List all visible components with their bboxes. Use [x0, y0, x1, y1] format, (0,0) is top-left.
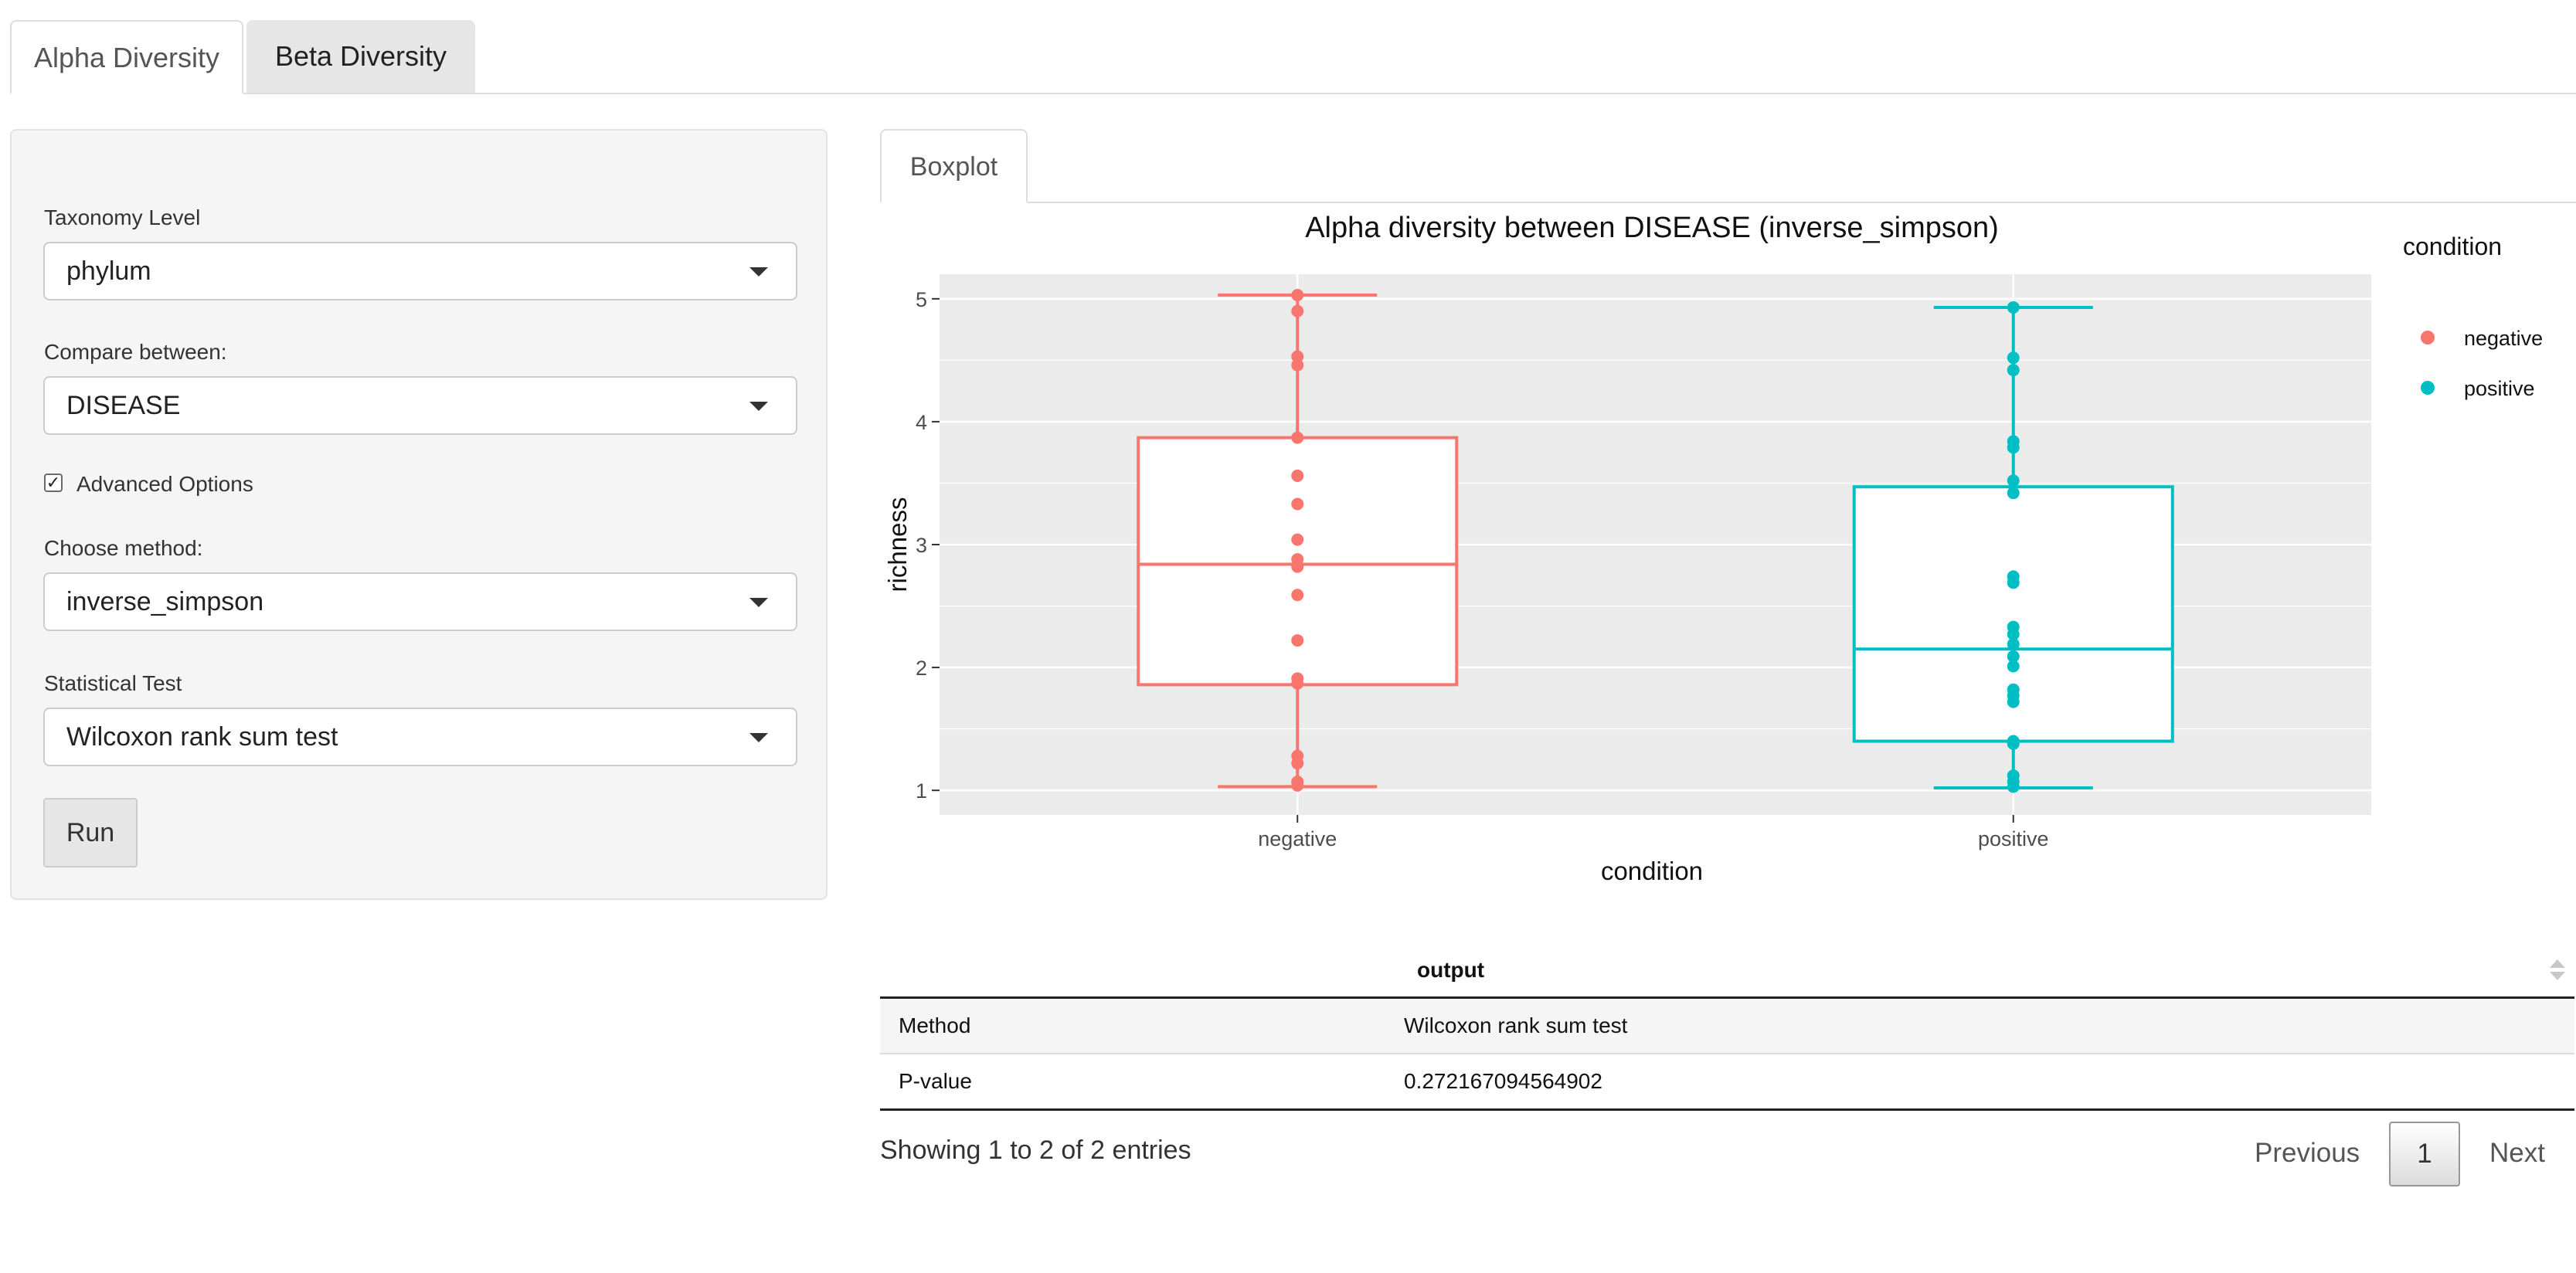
data-point: [2007, 487, 2020, 500]
choose-method-select[interactable]: inverse_simpson: [43, 572, 797, 631]
data-point: [1291, 304, 1304, 317]
x-axis-title: condition: [1601, 857, 1703, 885]
y-tick-label: 4: [916, 411, 927, 434]
advanced-options-label: Advanced Options: [76, 472, 253, 496]
legend: negative positive: [2421, 327, 2543, 400]
taxonomy-level-label: Taxonomy Level: [44, 205, 201, 229]
data-point: [1291, 358, 1304, 372]
data-point: [2007, 441, 2020, 454]
pagination-next[interactable]: Next: [2489, 1138, 2545, 1168]
choose-method-label: Choose method:: [44, 536, 203, 560]
statistical-test-value: Wilcoxon rank sum test: [66, 722, 338, 752]
y-tick-label: 3: [916, 534, 927, 557]
tab-boxplot[interactable]: Boxplot: [880, 129, 1028, 203]
data-point: [1291, 779, 1304, 792]
data-point: [1291, 560, 1304, 573]
data-point: [2007, 737, 2020, 750]
data-point: [1291, 350, 1304, 363]
row-key: Method: [899, 1013, 971, 1037]
data-point: [1291, 634, 1304, 647]
pagination-previous[interactable]: Previous: [2255, 1138, 2360, 1168]
options-panel: Taxonomy Level phylum Compare between: D…: [10, 129, 828, 900]
taxonomy-level-value: phylum: [66, 256, 151, 286]
data-point: [1291, 289, 1304, 302]
data-point: [2007, 650, 2020, 663]
legend-label-negative: negative: [2464, 327, 2543, 350]
sort-icon[interactable]: [2550, 959, 2565, 983]
legend-key-positive: [2421, 381, 2435, 395]
table-row: Method Wilcoxon rank sum test: [880, 999, 2574, 1054]
x-tick-label: positive: [1978, 827, 2049, 850]
compare-between-select[interactable]: DISEASE: [43, 376, 797, 435]
data-point: [2007, 474, 2020, 487]
data-point: [2007, 576, 2020, 589]
compare-between-value: DISEASE: [66, 391, 181, 420]
data-point: [1291, 497, 1304, 511]
data-point: [2007, 628, 2020, 641]
taxonomy-level-select[interactable]: phylum: [43, 242, 797, 300]
data-point: [1291, 677, 1304, 690]
axes: 1 2 3 4 5 negative positive: [916, 288, 2049, 850]
data-point: [1291, 589, 1304, 602]
y-tick-label: 5: [916, 288, 927, 311]
data-point: [2007, 351, 2020, 365]
run-button[interactable]: Run: [43, 798, 138, 867]
y-tick-label: 2: [916, 657, 927, 680]
chevron-down-icon: [749, 402, 768, 411]
y-axis-title: richness: [883, 497, 912, 592]
row-key: P-value: [899, 1069, 972, 1093]
data-point: [2007, 637, 2020, 650]
table-row: P-value 0.272167094564902: [880, 1054, 2574, 1111]
statistical-test-label: Statistical Test: [44, 671, 182, 695]
chevron-down-icon: [749, 267, 768, 277]
tab-alpha-diversity[interactable]: Alpha Diversity: [10, 20, 243, 94]
box-negative: [1137, 289, 1459, 792]
data-point: [1291, 469, 1304, 482]
choose-method-value: inverse_simpson: [66, 587, 264, 616]
chevron-down-icon: [749, 733, 768, 742]
data-point: [1291, 757, 1304, 770]
data-point: [2007, 695, 2020, 708]
row-value: 0.272167094564902: [1404, 1069, 1602, 1093]
advanced-options-checkbox[interactable]: ✓: [44, 474, 63, 492]
main-tab-bar: Alpha Diversity Beta Diversity: [10, 20, 2576, 94]
table-info: Showing 1 to 2 of 2 entries: [880, 1136, 1191, 1165]
row-value: Wilcoxon rank sum test: [1404, 1013, 1628, 1037]
box-positive: [1852, 300, 2174, 793]
boxes: [1137, 289, 2174, 793]
data-point: [1291, 431, 1304, 444]
data-point: [1291, 533, 1304, 546]
chart-title: Alpha diversity between DISEASE (inverse…: [1305, 212, 1999, 244]
x-tick-label: negative: [1258, 827, 1337, 850]
chevron-down-icon: [749, 598, 768, 607]
results-table-header: output: [880, 944, 2574, 999]
data-point: [2007, 780, 2020, 793]
data-point: [2007, 660, 2020, 673]
tab-beta-diversity[interactable]: Beta Diversity: [246, 20, 475, 93]
column-header-output[interactable]: output: [1417, 958, 1485, 982]
alpha-diversity-boxplot: Alpha diversity between DISEASE (inverse…: [883, 212, 2543, 885]
legend-title: condition: [2403, 233, 2502, 260]
data-point: [2007, 364, 2020, 377]
pagination-page-1[interactable]: 1: [2389, 1122, 2460, 1186]
compare-between-label: Compare between:: [44, 340, 227, 364]
plot-tab-bar: Boxplot: [880, 129, 2576, 203]
statistical-test-select[interactable]: Wilcoxon rank sum test: [43, 708, 797, 766]
legend-key-negative: [2421, 331, 2435, 345]
y-tick-label: 1: [916, 779, 927, 803]
data-point: [2007, 300, 2020, 314]
legend-label-positive: positive: [2464, 377, 2535, 400]
